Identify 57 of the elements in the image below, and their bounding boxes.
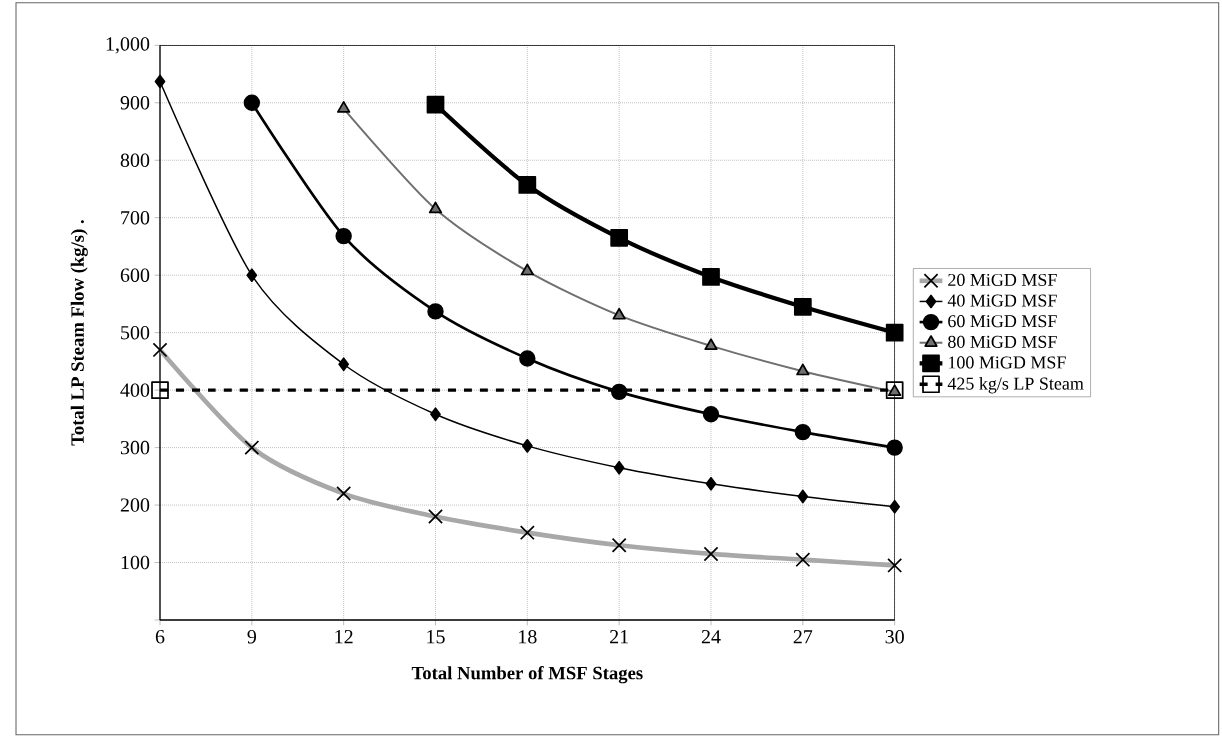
point <box>702 268 720 286</box>
x-tick-label: 21 <box>610 630 628 644</box>
y-tick-label: 800 <box>120 153 150 167</box>
point <box>796 363 810 376</box>
legend-label: 20 MiGD MSF <box>948 273 1057 286</box>
point <box>797 489 809 504</box>
y-tick-label: 1,000 <box>106 37 150 54</box>
point <box>154 74 166 89</box>
point <box>519 350 536 367</box>
point <box>151 381 169 399</box>
y-tick-label: 600 <box>120 268 150 282</box>
y-axis-title: Total LP Steam Flow (kg/s) . <box>70 220 88 446</box>
point <box>521 439 533 453</box>
point <box>702 406 720 423</box>
x-tick-label: 6 <box>155 630 165 644</box>
legend-label: 80 MiGD MSF <box>948 335 1057 348</box>
y-tick-label: 200 <box>120 498 150 512</box>
y-tick-label: 900 <box>120 96 150 110</box>
x-axis-title: Total Number of MSF Stages <box>411 666 643 684</box>
point <box>428 201 443 214</box>
point <box>430 407 441 422</box>
y-tick-label: 100 <box>121 555 150 570</box>
point <box>610 383 628 401</box>
point <box>337 101 351 113</box>
y-tick-label: 700 <box>121 210 150 225</box>
x-tick-label: 18 <box>519 630 537 644</box>
point <box>794 423 812 441</box>
point <box>889 499 901 514</box>
point <box>704 338 718 351</box>
point <box>885 323 904 342</box>
point <box>426 95 445 114</box>
legend-label: 100 MiGD MSF <box>948 356 1066 369</box>
point <box>705 476 717 491</box>
legend-label: 425 kg/s LP Steam <box>947 377 1084 394</box>
point <box>793 297 812 316</box>
legend-label: 60 MiGD MSF <box>948 315 1057 328</box>
point <box>612 307 626 320</box>
point <box>610 228 629 247</box>
point <box>427 303 444 320</box>
legend-label: 40 MiGD MSF <box>947 294 1057 307</box>
x-tick-label: 30 <box>885 630 904 644</box>
y-tick-label: 400 <box>120 383 150 397</box>
point <box>518 176 537 194</box>
x-tick-label: 15 <box>427 630 445 644</box>
point <box>613 460 625 475</box>
point <box>243 94 261 111</box>
point <box>338 357 350 372</box>
point <box>520 263 534 276</box>
y-tick-label: 300 <box>120 440 150 455</box>
x-tick-label: 9 <box>247 630 257 644</box>
x-tick-label: 27 <box>793 630 813 644</box>
point <box>335 227 352 245</box>
x-tick-label: 12 <box>335 630 353 644</box>
y-tick-label: 500 <box>121 325 150 340</box>
x-tick-label: 24 <box>701 630 721 644</box>
point <box>246 268 258 283</box>
point <box>886 439 903 456</box>
